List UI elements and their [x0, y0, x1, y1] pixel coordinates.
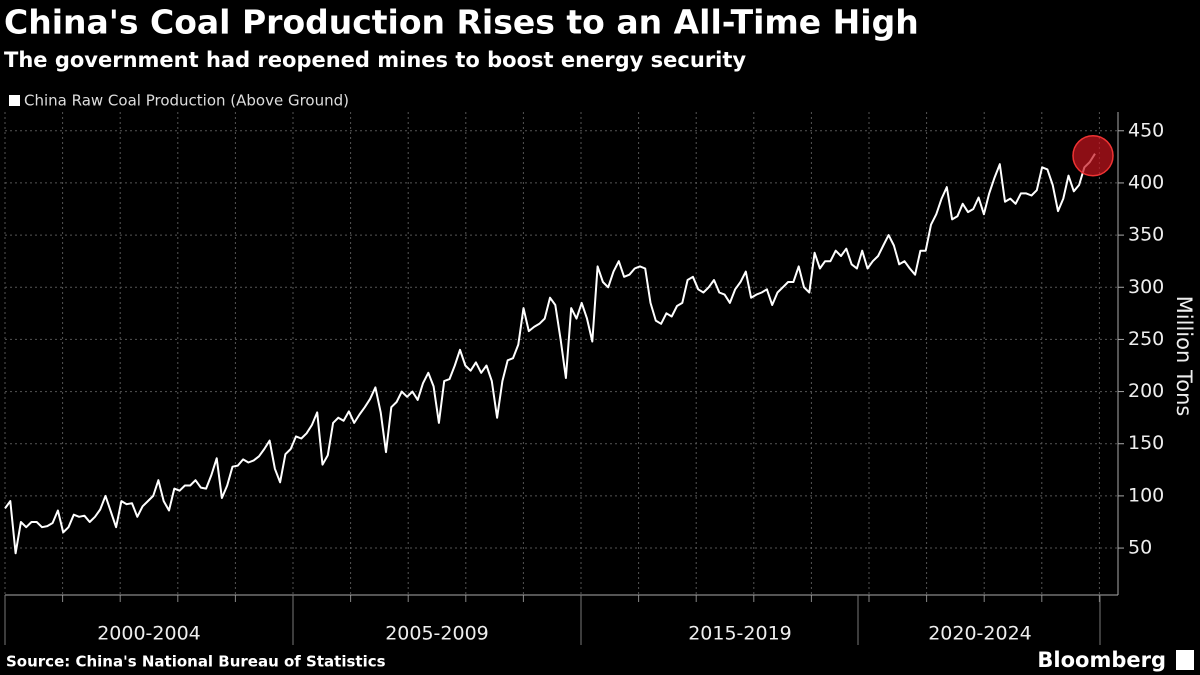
y-tick-label: 100: [1128, 484, 1164, 506]
x-group-label: 2000-2004: [97, 623, 201, 645]
y-tick-label: 250: [1128, 328, 1164, 350]
brand-icon: [1176, 650, 1194, 670]
y-tick-label: 300: [1128, 276, 1164, 298]
y-tick-label: 200: [1128, 380, 1164, 402]
legend-label: China Raw Coal Production (Above Ground): [24, 92, 349, 110]
x-group-label: 2015-2019: [688, 623, 792, 645]
y-tick-label: 50: [1128, 537, 1152, 559]
x-group-label: 2005-2009: [385, 623, 489, 645]
y-axis-title: Million Tons: [1172, 296, 1196, 417]
source: Source: China's National Bureau of Stati…: [6, 653, 386, 671]
line-series: [4, 153, 1096, 555]
chart-subtitle: The government had reopened mines to boo…: [4, 48, 746, 72]
y-tick-label: 150: [1128, 432, 1164, 454]
x-group-label: 2020-2024: [928, 623, 1032, 645]
highlight-circle: [1072, 134, 1114, 177]
y-tick-label: 450: [1128, 119, 1164, 141]
brand: Bloomberg: [1037, 648, 1166, 672]
chart-title: China's Coal Production Rises to an All-…: [4, 3, 919, 42]
y-tick-label: 400: [1128, 171, 1164, 193]
y-tick-label: 350: [1128, 224, 1164, 246]
legend-swatch: [9, 95, 20, 106]
